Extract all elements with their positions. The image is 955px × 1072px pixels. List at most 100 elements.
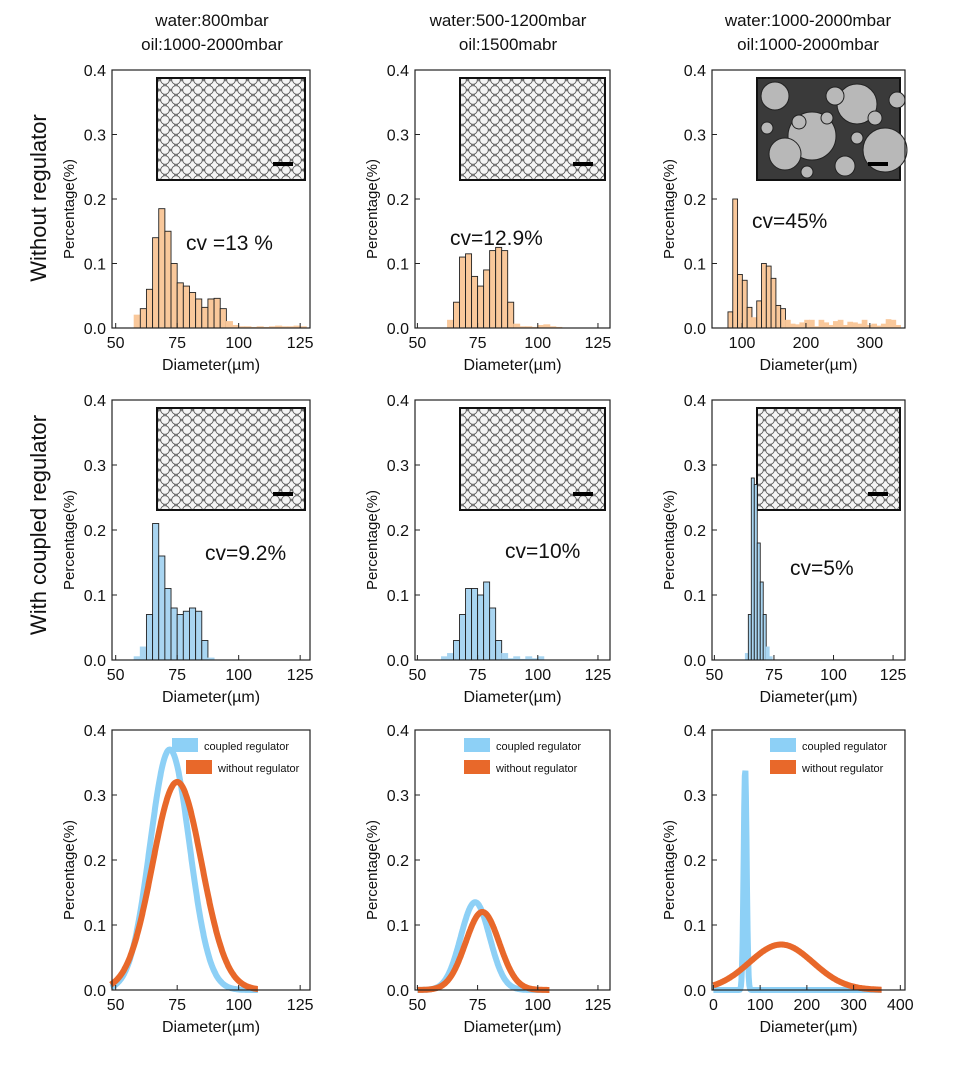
y-axis-label: Percentage(%) xyxy=(661,490,678,590)
histogram-bar xyxy=(201,640,209,661)
cv-annotation: cv =13 % xyxy=(186,232,273,255)
histogram-bar xyxy=(483,581,491,661)
x-tick-label: 50 xyxy=(107,335,125,352)
legend-label-coupled: coupled regulator xyxy=(496,741,581,753)
cv-annotation: cv=9.2% xyxy=(205,542,286,565)
histogram-bar xyxy=(213,297,221,329)
y-axis-label: Percentage(%) xyxy=(661,820,678,920)
panel-r2-c0: coupled regulator without regulator 0.0 0.1… xyxy=(61,723,314,1036)
y-tick-label: 0.2 xyxy=(84,192,106,209)
legend-swatch-without xyxy=(186,760,212,774)
histogram-bar xyxy=(507,301,515,329)
scale-bar xyxy=(868,492,888,496)
y-tick-label: 0.0 xyxy=(84,321,106,338)
x-axis-label: Diameter(µm) xyxy=(759,689,857,706)
panel-r2-c2: coupled regulator without regulator 0.0 0.1… xyxy=(661,723,914,1036)
histogram-bar xyxy=(133,314,141,329)
droplet xyxy=(862,127,908,173)
scale-bar xyxy=(273,162,293,166)
histogram-bar xyxy=(158,208,166,329)
y-axis-label: Percentage(%) xyxy=(364,490,381,590)
column-title-line2: oil:1000-2000mbar xyxy=(737,35,879,54)
histogram-bar xyxy=(756,300,762,329)
x-tick-label: 125 xyxy=(287,667,314,684)
y-tick-label: 0.2 xyxy=(684,523,706,540)
histogram-bar xyxy=(852,322,858,329)
histogram-bar xyxy=(145,614,154,661)
y-tick-label: 0.4 xyxy=(84,393,106,410)
legend-label-coupled: coupled regulator xyxy=(204,741,289,753)
x-tick-label: 50 xyxy=(107,997,125,1014)
histogram-bar xyxy=(447,653,454,661)
y-tick-label: 0.4 xyxy=(84,723,106,740)
y-axis-label: Percentage(%) xyxy=(364,159,381,259)
x-axis-label: Diameter(µm) xyxy=(162,689,260,706)
y-tick-label: 0.4 xyxy=(684,723,706,740)
x-tick-label: 75 xyxy=(469,335,487,352)
histogram-bar xyxy=(459,256,467,329)
x-tick-label: 100 xyxy=(225,335,252,352)
droplet xyxy=(768,137,802,171)
y-tick-label: 0.2 xyxy=(387,523,409,540)
droplet xyxy=(791,114,807,130)
histogram-bar xyxy=(195,298,203,329)
histogram-bar xyxy=(158,555,166,661)
x-tick-label: 100 xyxy=(524,667,551,684)
legend-label-without: without regulator xyxy=(495,763,578,775)
x-tick-label: 300 xyxy=(840,997,867,1014)
row-label-without-regulator: Without regulator xyxy=(26,114,51,282)
histogram-bar xyxy=(164,588,172,661)
panel-r0-c0: cv =13 % 0.0 0.1 0.2 0.3 0.4 50 75 100 125 Diamete… xyxy=(61,63,314,374)
histogram-bar xyxy=(447,319,454,329)
row-label-with-coupled-regulator: With coupled regulator xyxy=(26,415,51,635)
x-tick-label: 100 xyxy=(820,667,847,684)
y-tick-label: 0.2 xyxy=(84,523,106,540)
y-axis-label: Percentage(%) xyxy=(661,159,678,259)
x-tick-label: 0 xyxy=(709,997,718,1014)
y-tick-label: 0.0 xyxy=(84,983,106,1000)
y-tick-label: 0.4 xyxy=(684,393,706,410)
y-tick-label: 0.0 xyxy=(387,321,409,338)
histogram-bar xyxy=(152,523,160,661)
x-tick-label: 75 xyxy=(168,997,186,1014)
legend-label-without: without regulator xyxy=(801,763,884,775)
x-tick-label: 75 xyxy=(168,667,186,684)
y-tick-label: 0.3 xyxy=(684,128,706,145)
histogram-bar xyxy=(489,250,497,329)
y-tick-label: 0.1 xyxy=(387,257,409,274)
y-tick-label: 0.4 xyxy=(387,393,409,410)
droplet xyxy=(825,86,845,106)
histogram-bar xyxy=(489,607,497,661)
histogram-bar xyxy=(765,265,772,329)
y-tick-label: 0.2 xyxy=(684,853,706,870)
y-tick-label: 0.3 xyxy=(387,128,409,145)
y-axis-label: Percentage(%) xyxy=(61,159,78,259)
x-tick-label: 100 xyxy=(225,997,252,1014)
histogram-bar xyxy=(207,298,215,329)
histogram-bar xyxy=(453,301,460,329)
x-tick-label: 125 xyxy=(585,997,612,1014)
histogram-bar xyxy=(189,607,197,661)
y-tick-label: 0.4 xyxy=(387,723,409,740)
x-tick-label: 75 xyxy=(469,997,487,1014)
fit-curve-without xyxy=(416,909,550,993)
panel-r0-c1: cv=12.9% 0.0 0.1 0.2 0.3 0.4 50 75 100 125 Diamete… xyxy=(364,63,611,374)
y-tick-label: 0.0 xyxy=(84,653,106,670)
x-tick-label: 100 xyxy=(524,335,551,352)
y-tick-label: 0.3 xyxy=(684,788,706,805)
histogram-bar xyxy=(195,610,203,661)
droplet xyxy=(888,91,906,109)
histogram-bar xyxy=(770,277,777,329)
histogram-bar xyxy=(152,237,160,329)
y-tick-label: 0.1 xyxy=(684,588,706,605)
histogram-bar xyxy=(741,279,748,329)
x-axis-label: Diameter(µm) xyxy=(463,689,561,706)
legend-swatch-coupled xyxy=(172,738,198,752)
histogram-bar xyxy=(176,614,184,661)
x-tick-label: 100 xyxy=(225,667,252,684)
histogram-bar xyxy=(465,253,473,329)
x-tick-label: 125 xyxy=(880,667,907,684)
x-axis-label: Diameter(µm) xyxy=(759,1019,857,1036)
y-tick-label: 0.0 xyxy=(387,653,409,670)
